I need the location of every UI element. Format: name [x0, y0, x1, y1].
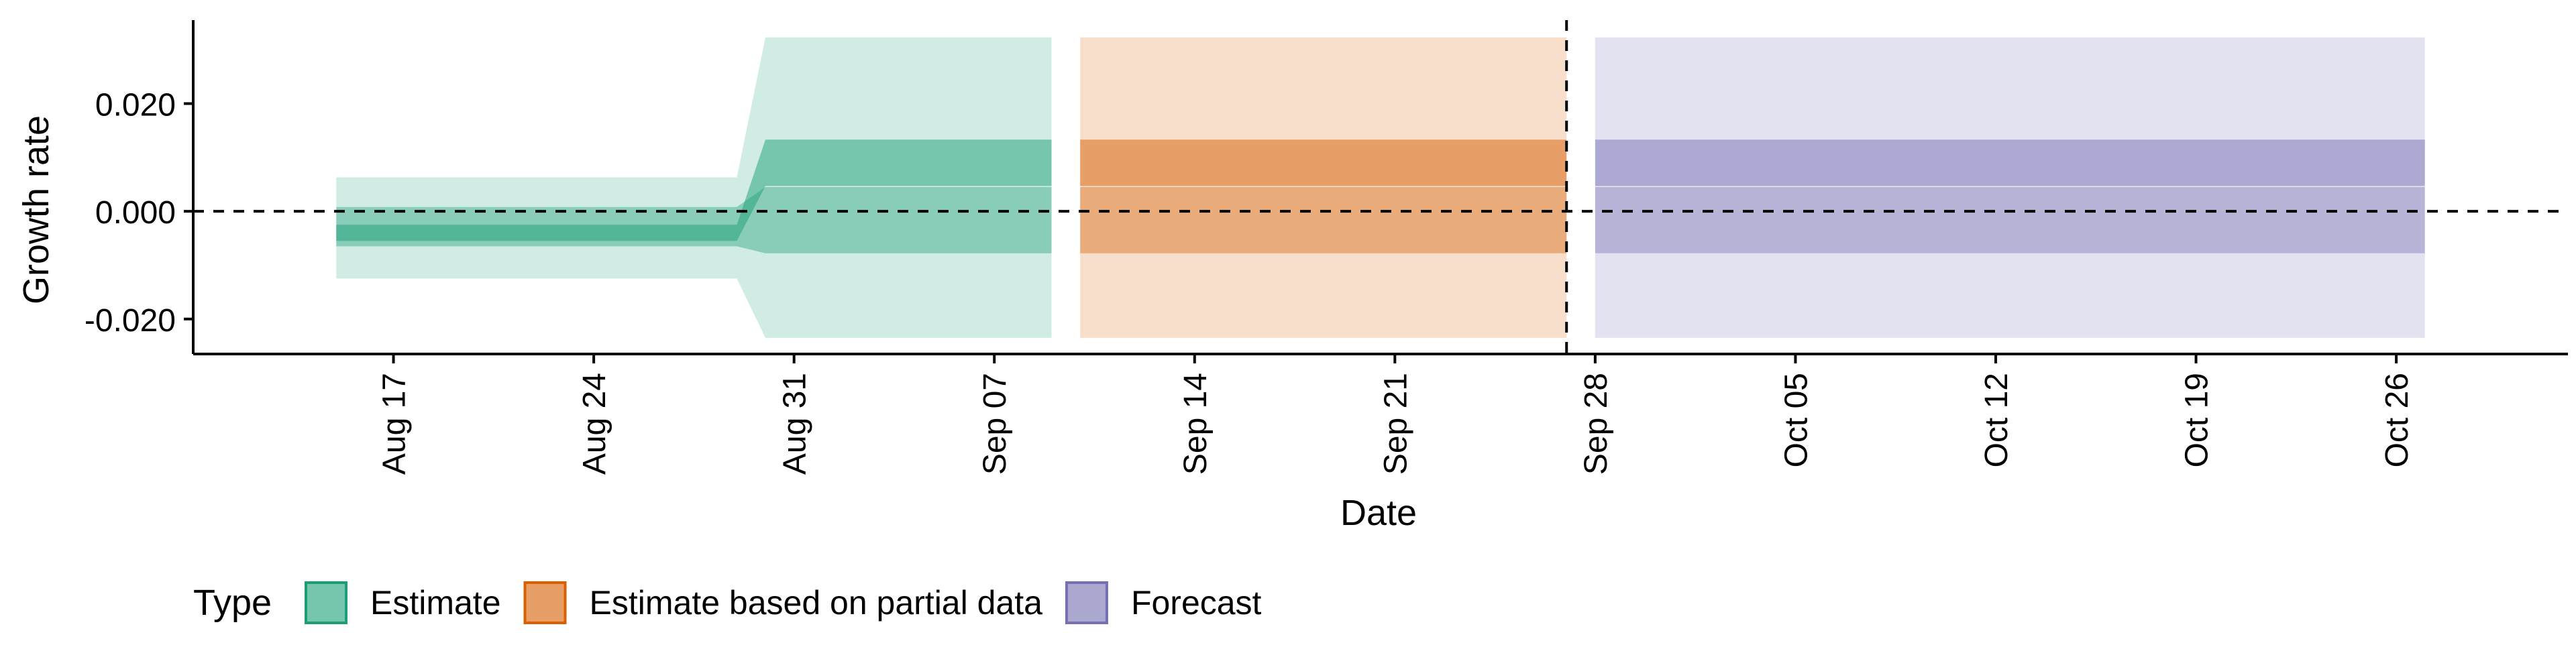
x-tick-label: Sep 07 [977, 373, 1013, 475]
legend-label: Forecast [1131, 584, 1262, 622]
x-tick-label: Aug 31 [777, 373, 813, 475]
band-2-2 [1595, 139, 2425, 186]
band-1-1 [1080, 187, 1567, 253]
reference-lines [193, 20, 2568, 354]
band-1-2 [1080, 139, 1567, 186]
legend-swatch [1065, 581, 1108, 624]
legend-swatch [305, 581, 347, 624]
x-tick-label: Oct 26 [2379, 373, 2415, 467]
y-axis-title: Growth rate [16, 115, 56, 304]
band-2-1 [1595, 187, 2425, 253]
axes: -0.020 0.000 0.020 Aug 17 Aug 24 Aug 31 Sep 07… [85, 20, 2568, 475]
x-tick-label: Sep 14 [1178, 373, 1214, 475]
band-0-0 [336, 37, 1052, 338]
x-axis-title: Date [1340, 493, 1417, 533]
x-tick-label: Oct 05 [1778, 373, 1814, 467]
legend-label: Estimate [370, 584, 501, 622]
band-0-2 [336, 139, 1052, 241]
x-tick-label: Oct 19 [2180, 373, 2215, 467]
y-tick-label: 0.000 [95, 195, 176, 231]
band-2-0 [1595, 37, 2425, 338]
bands-layer [336, 37, 2425, 338]
legend-label: Estimate based on partial data [590, 584, 1043, 622]
x-tick-label: Sep 21 [1378, 373, 1413, 475]
legend: Type Estimate Estimate based on partial d… [193, 581, 1262, 624]
x-tick-label: Sep 28 [1578, 373, 1614, 475]
x-tick-label: Aug 24 [577, 373, 612, 475]
y-tick-label: -0.020 [85, 303, 176, 339]
legend-swatch [523, 581, 567, 624]
band-1-0 [1080, 37, 1567, 338]
x-tick-label: Oct 12 [1979, 373, 2015, 467]
x-tick-label: Aug 17 [377, 373, 413, 475]
legend-title: Type [193, 583, 272, 623]
y-tick-label: 0.020 [95, 88, 176, 123]
